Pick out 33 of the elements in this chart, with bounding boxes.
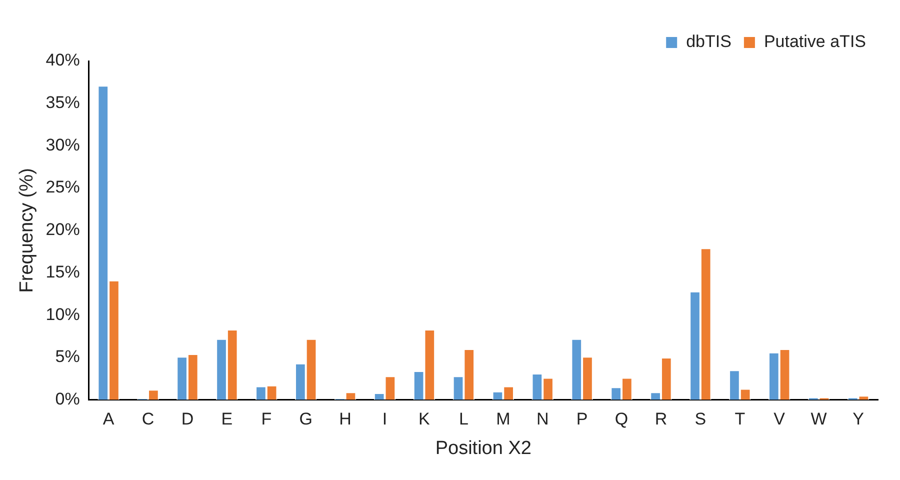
y-tick-label: 35% [46, 93, 80, 112]
x-tick-label: I [382, 410, 388, 429]
x-tick-label: N [536, 410, 549, 429]
y-tick-label: 0% [55, 389, 80, 408]
y-tick-label: 40% [46, 50, 80, 70]
y-tick-label: 20% [46, 220, 80, 240]
x-tick-label: G [299, 410, 312, 429]
x-tick-label: K [418, 410, 431, 429]
legend-label: dbTIS [686, 32, 732, 52]
x-tick-label: H [339, 410, 352, 429]
x-tick-label: R [654, 410, 668, 429]
x-tick-label: T [734, 410, 746, 429]
x-tick-label: M [496, 410, 510, 429]
legend-label: Putative aTIS [764, 32, 866, 52]
y-tick-label: 25% [46, 178, 80, 197]
x-tick-label: A [102, 410, 115, 429]
x-tick-label: L [458, 410, 468, 429]
x-tick-label: Q [614, 410, 628, 429]
y-axis-title: Frequency (%) [16, 168, 38, 293]
x-axis-title: Position X2 [435, 438, 532, 459]
x-tick-label: C [142, 410, 154, 429]
x-tick-label: E [221, 410, 233, 429]
y-tick-label: 30% [46, 135, 80, 154]
x-tick-label: S [694, 410, 706, 429]
x-tick-label: V [774, 410, 786, 429]
x-tick-label: W [810, 410, 827, 429]
x-tick-label: F [261, 410, 272, 429]
x-tick-label: P [576, 410, 588, 429]
x-tick-label: D [181, 410, 194, 429]
y-tick-label: 10% [46, 304, 80, 324]
y-tick-label: 15% [46, 262, 80, 282]
x-tick-label: Y [852, 410, 864, 429]
y-tick-label: 5% [55, 347, 80, 366]
